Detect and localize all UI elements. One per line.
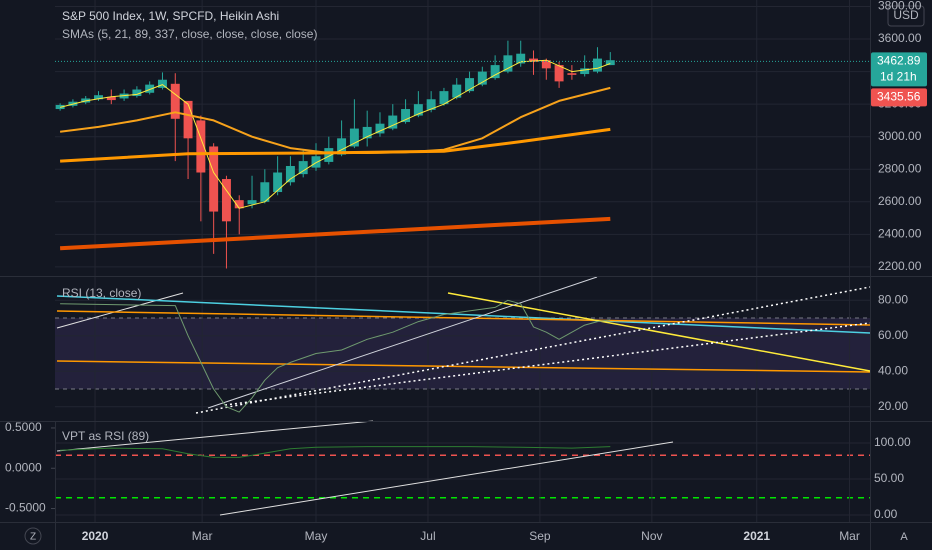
candle-body	[298, 161, 308, 175]
y-tick-label: 2200.00	[878, 259, 922, 273]
candle-body	[132, 89, 142, 97]
y-tick-label: 2400.00	[878, 227, 922, 241]
trend-line	[207, 276, 598, 409]
rsi-band	[55, 318, 870, 390]
price-label: 3435.56	[877, 90, 921, 104]
series-line	[60, 299, 611, 413]
candle-body	[247, 200, 257, 205]
candle-body	[94, 95, 103, 100]
currency[interactable]: USD	[893, 8, 919, 22]
candle-body	[324, 148, 334, 162]
candle-body	[106, 96, 116, 101]
candle-body	[452, 84, 462, 98]
candle-body	[221, 179, 231, 222]
y-tick-label: 20.00	[878, 399, 908, 413]
y2-tick-label: 100.00	[874, 435, 911, 449]
y-tick-label: 2800.00	[878, 161, 922, 175]
y-tick-label: 80.00	[878, 292, 908, 306]
candle-body	[465, 78, 475, 92]
countdown: 1d 21h	[880, 70, 917, 84]
y-tick-label: 0.5000	[5, 420, 42, 434]
y-tick-label: 3600.00	[878, 31, 922, 45]
timezone-button[interactable]	[24, 527, 42, 545]
candle-body	[145, 84, 155, 93]
candle-body	[260, 182, 270, 202]
currency-box[interactable]	[887, 5, 925, 27]
candle-body	[209, 146, 219, 212]
y-tick-label: -0.5000	[5, 501, 46, 515]
y-tick-label: 3800.00	[878, 0, 922, 13]
last-price-box	[871, 52, 927, 87]
trend-line	[56, 295, 871, 334]
x-tick-label: Mar	[839, 529, 860, 543]
y-tick-label: 40.00	[878, 363, 908, 377]
indicator-label: VPT as RSI (89)	[62, 429, 149, 443]
candle-body	[401, 109, 411, 123]
y-tick-label: 3000.00	[878, 129, 922, 143]
candle-body	[593, 58, 602, 72]
trend-line	[56, 360, 871, 373]
series-line	[60, 127, 611, 163]
candle-body	[541, 60, 551, 69]
candle-body	[337, 138, 347, 155]
candle-body	[580, 68, 590, 75]
candle-body	[183, 100, 193, 139]
candle-body	[490, 65, 500, 79]
candle-body	[311, 156, 321, 168]
candle-body	[157, 79, 167, 88]
x-tick-label: 2021	[743, 529, 770, 543]
candle-body	[273, 172, 283, 193]
candle-body	[503, 55, 513, 72]
y-tick-label: 0.0000	[5, 460, 42, 474]
y2-tick-label: 0.00	[874, 507, 898, 521]
candle-body	[567, 73, 577, 75]
candle-body	[605, 60, 615, 66]
trend-line	[56, 292, 184, 329]
candle-body	[413, 104, 423, 116]
candle-body	[388, 115, 398, 129]
auto-scale-button[interactable]: A	[900, 531, 908, 543]
candle-body	[196, 120, 206, 173]
last-price-label: 3462.89	[877, 54, 921, 68]
x-tick-label: Sep	[529, 529, 551, 543]
series-line	[60, 446, 611, 458]
indicator-label: SMAs (5, 21, 89, 337, close, close, clos…	[62, 27, 317, 41]
candle-body	[349, 128, 359, 147]
candle-body	[516, 53, 526, 64]
candle-body	[362, 126, 372, 139]
candle-body	[375, 123, 385, 134]
drawings	[56, 276, 871, 516]
y-tick-label: 60.00	[878, 328, 908, 342]
trend-line	[56, 310, 871, 326]
timezone-icon[interactable]: Z	[30, 532, 36, 543]
candle-body	[439, 91, 449, 105]
candle-body	[554, 65, 564, 82]
x-tick-label: Jul	[420, 529, 435, 543]
x-tick-label: May	[305, 529, 328, 543]
y2-tick-label: 50.00	[874, 471, 904, 485]
candle-body	[170, 83, 180, 119]
trend-line	[56, 420, 374, 452]
y-tick-label: 2600.00	[878, 194, 922, 208]
x-tick-label: 2020	[82, 529, 109, 543]
candle-body	[477, 71, 487, 85]
series-line	[59, 216, 611, 251]
candle-body	[285, 165, 295, 183]
chart-title: S&P 500 Index, 1W, SPCFD, Heikin Ashi	[62, 9, 279, 23]
candle-body	[234, 200, 244, 209]
x-tick-label: Mar	[192, 529, 213, 543]
trend-line	[219, 441, 674, 516]
indicator-label: RSI (13, close)	[62, 286, 141, 300]
candle-body	[426, 99, 436, 110]
trend-line	[195, 286, 871, 414]
price-label-box	[871, 88, 927, 107]
candle-body	[529, 58, 538, 62]
trend-line	[447, 292, 871, 372]
trend-line	[224, 322, 871, 406]
x-tick-label: Nov	[641, 529, 662, 543]
